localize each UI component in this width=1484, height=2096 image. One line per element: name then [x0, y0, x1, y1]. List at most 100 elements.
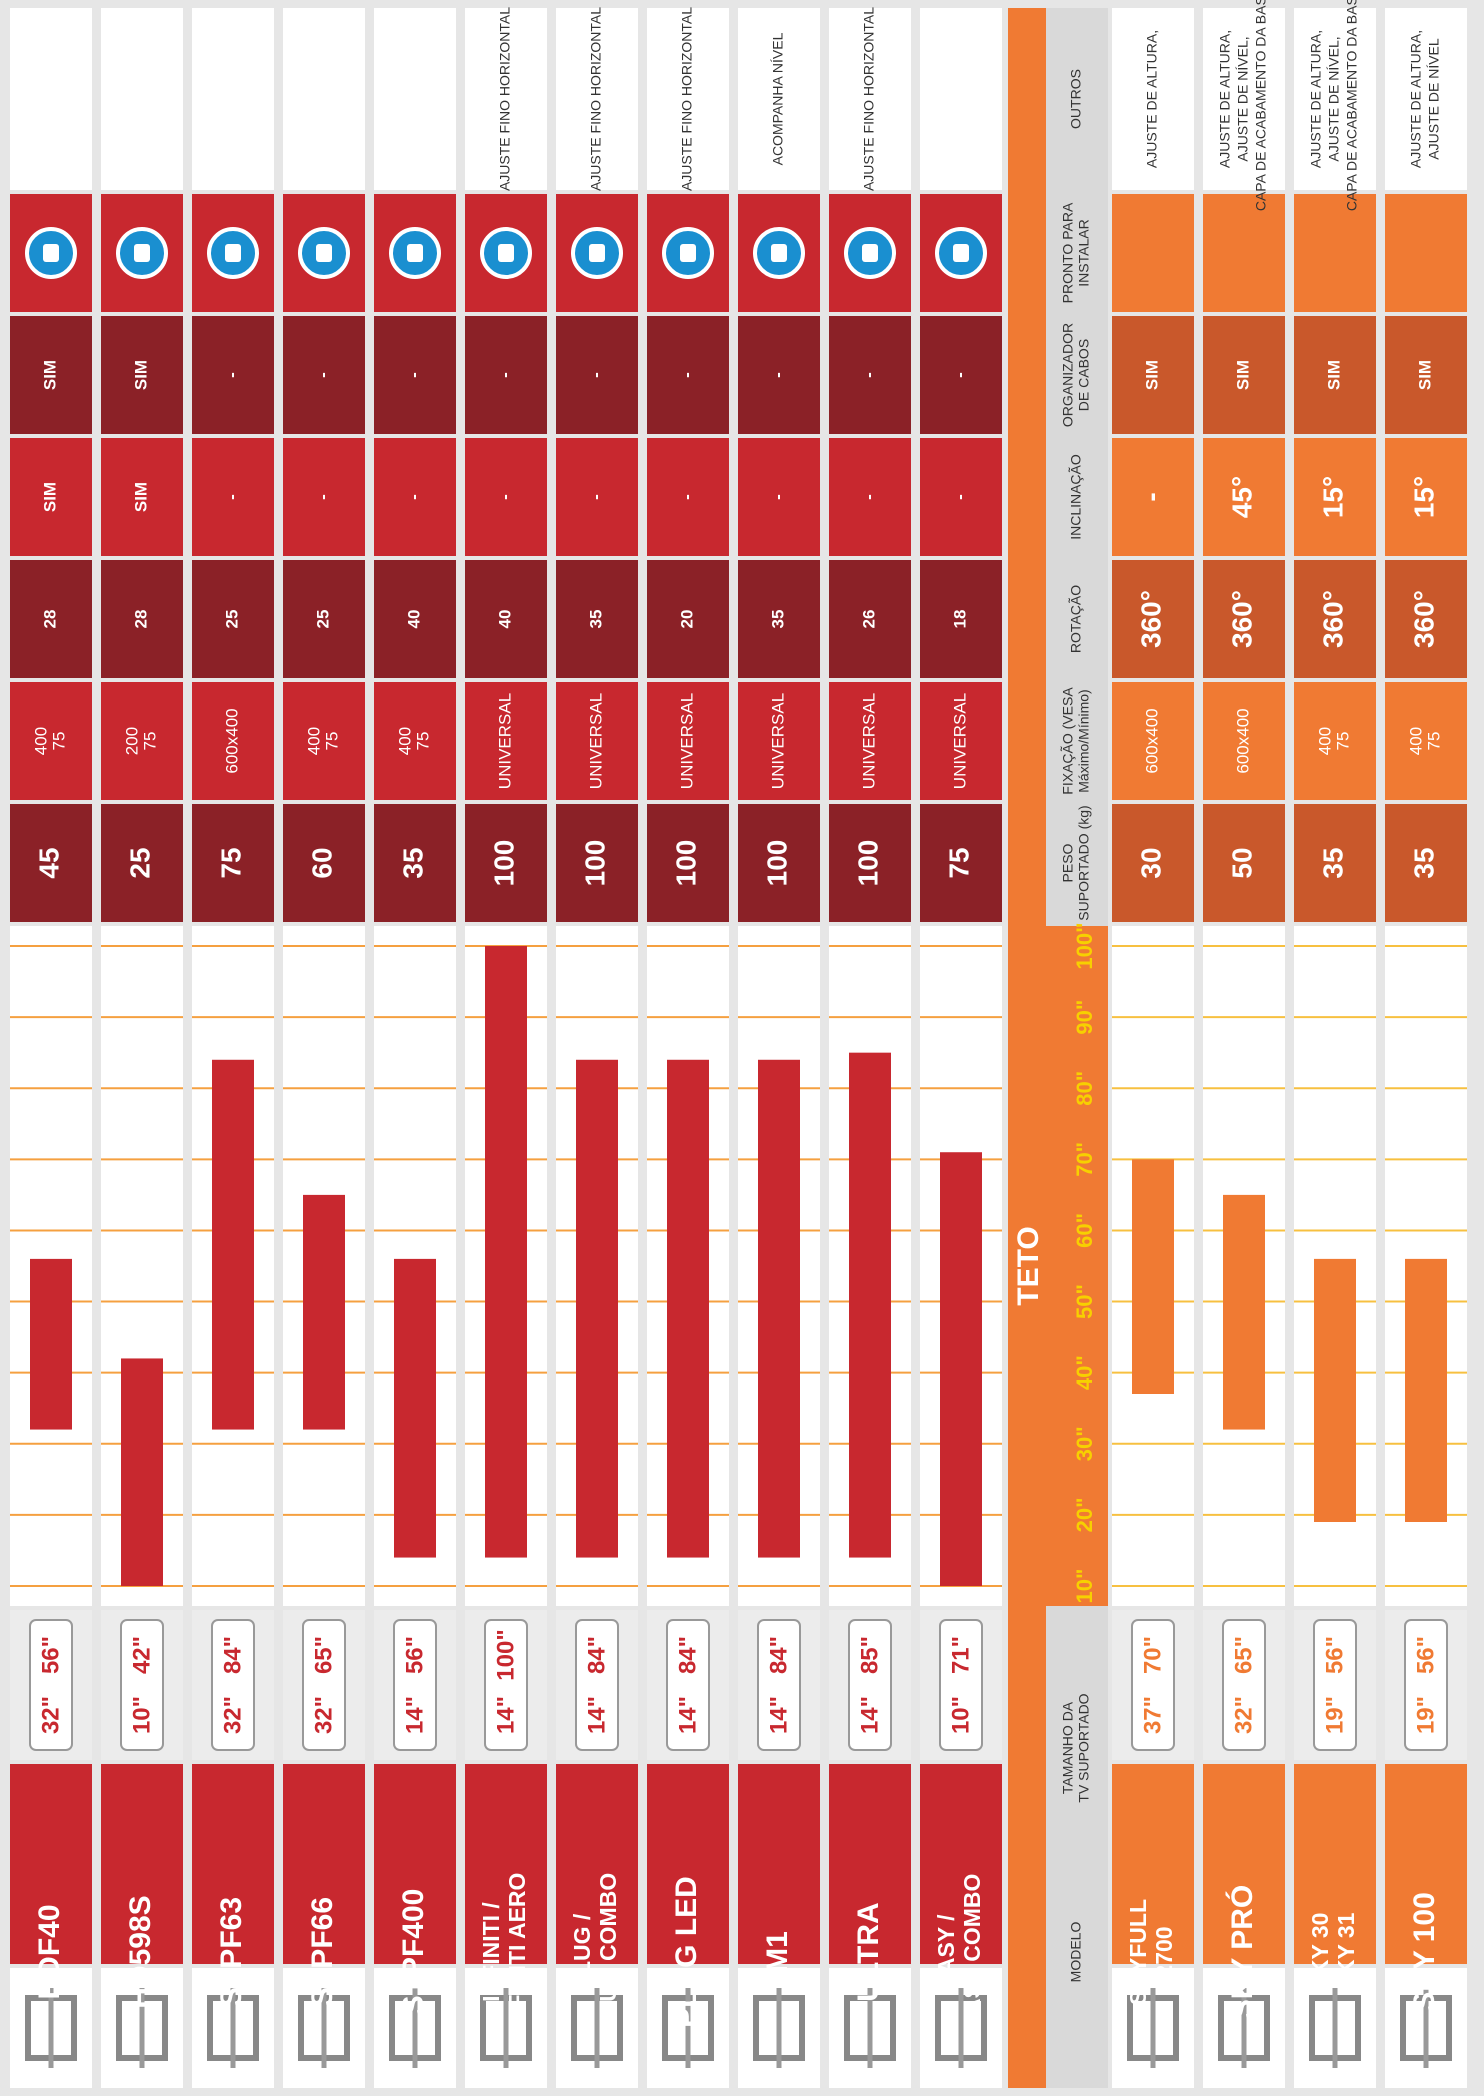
weight-value: 60 — [306, 847, 337, 878]
size-min: 14" — [583, 1696, 610, 1734]
column-header: SUPORTADO (kg) — [1076, 805, 1092, 920]
scale-tick-label: 50" — [1072, 1284, 1097, 1319]
column-header: PESO — [1060, 843, 1076, 882]
scale-tick-label: 20" — [1072, 1497, 1097, 1532]
size-max: 84" — [219, 1636, 246, 1674]
size-max: 42" — [128, 1636, 155, 1674]
model-name: SKYFULL — [1125, 1899, 1151, 2005]
rotated-table: HDF4032"56"454007528SIMSIMHD598S10"42"25… — [0, 0, 1484, 2096]
vesa-value: 400 — [395, 727, 414, 755]
ready-icon — [134, 244, 150, 262]
size-min: 19" — [1321, 1696, 1348, 1734]
model-name: SKY PRÓ — [1225, 1885, 1259, 2020]
pronto-cell — [1294, 194, 1376, 312]
size-max: 85" — [856, 1636, 883, 1674]
column-header: ORGANIZADOR — [1060, 323, 1076, 427]
other-cell — [101, 8, 183, 190]
column-header: FIXAÇÃO (VESA — [1060, 687, 1076, 795]
rotation-value: 28 — [40, 610, 59, 629]
pronto-cell — [1203, 194, 1285, 312]
scale-tick-label: 80" — [1072, 1071, 1097, 1106]
size-max: 100" — [492, 1629, 519, 1680]
cable-value: - — [859, 372, 878, 378]
rotation-value: 18 — [950, 610, 969, 629]
other-value: AJUSTE FINO HORIZONTAL — [679, 7, 695, 191]
cable-value: - — [404, 372, 423, 378]
size-max: 84" — [583, 1636, 610, 1674]
vesa-value: UNIVERSAL — [586, 693, 605, 789]
size-min: 37" — [1139, 1696, 1166, 1734]
model-name: INFINITI AERO — [504, 1873, 530, 2032]
rotation-value: 360° — [1408, 590, 1439, 648]
other-cell — [192, 8, 274, 190]
cable-value: - — [586, 372, 605, 378]
tilt-value: - — [586, 494, 605, 500]
model-name: EASY COMBO — [959, 1874, 985, 2031]
tilt-value: - — [495, 494, 514, 500]
tilt-value: - — [222, 494, 241, 500]
size-range-bar — [485, 946, 527, 1558]
cable-value: SIM — [1415, 360, 1434, 390]
ready-icon — [862, 244, 878, 262]
column-header: DE CABOS — [1076, 339, 1092, 411]
size-range-bar — [121, 1358, 163, 1586]
model-name: STPF63 — [215, 1897, 248, 2007]
other-value: AJUSTE FINO HORIZONTAL — [588, 7, 604, 191]
other-value: ACOMPANHA NÍVEL — [770, 32, 786, 165]
rotation-value: 20 — [677, 610, 696, 629]
scale-tick-label: 70" — [1072, 1142, 1097, 1177]
section-title: TETO — [1012, 1226, 1045, 1305]
weight-value: 100 — [761, 840, 792, 887]
size-max: 65" — [1230, 1636, 1257, 1674]
cable-value: - — [222, 372, 241, 378]
size-min: 32" — [37, 1696, 64, 1734]
other-value: AJUSTE DE NÍVEL, — [1326, 36, 1342, 161]
column-header: TV SUPORTADO — [1076, 1693, 1092, 1802]
weight-value: 35 — [1317, 847, 1348, 878]
ready-icon — [225, 244, 241, 262]
vesa-value: UNIVERSAL — [677, 693, 696, 789]
size-min: 32" — [219, 1696, 246, 1734]
size-max: 71" — [947, 1636, 974, 1674]
size-range-bar — [212, 1060, 254, 1430]
model-name: HD598S — [124, 1895, 157, 2008]
tilt-value: - — [677, 494, 696, 500]
size-max: 56" — [37, 1636, 64, 1674]
size-max: 56" — [401, 1636, 428, 1674]
vesa-value: UNIVERSAL — [495, 693, 514, 789]
size-max: 56" — [1412, 1636, 1439, 1674]
rotation-value: 35 — [586, 610, 605, 629]
vesa-value: 600x400 — [1142, 708, 1161, 773]
size-min: 10" — [947, 1696, 974, 1734]
other-value: CAPA DE ACABAMENTO DA BASE — [1253, 0, 1269, 211]
other-cell — [920, 8, 1002, 190]
model-name: EASY / — [933, 1914, 959, 1990]
tilt-value: SIM — [40, 482, 59, 512]
tilt-value: 15° — [1408, 476, 1439, 518]
vesa-value: 600x400 — [222, 708, 241, 773]
cable-value: - — [768, 372, 787, 378]
other-value: AJUSTE DE NÍVEL, — [1235, 36, 1251, 161]
cable-value: SIM — [1233, 360, 1252, 390]
scale-tick-label: 40" — [1072, 1355, 1097, 1390]
ready-icon — [316, 244, 332, 262]
column-header: INCLINAÇÃO — [1068, 454, 1084, 540]
other-value: AJUSTE DE ALTURA, — [1144, 30, 1160, 168]
other-cell — [283, 8, 365, 190]
model-name: 2700 — [1151, 1926, 1177, 1977]
cable-value: SIM — [40, 360, 59, 390]
weight-value: 30 — [1135, 847, 1166, 878]
vesa-value: 400 — [31, 727, 50, 755]
other-value: AJUSTE DE ALTURA, — [1308, 30, 1324, 168]
model-name: STPF66 — [306, 1897, 339, 2007]
comparison-table: HDF4032"56"454007528SIMSIMHD598S10"42"25… — [0, 0, 1484, 2096]
vesa-value: 75 — [413, 732, 432, 751]
tilt-value: - — [404, 494, 423, 500]
model-name: M1 — [761, 1931, 794, 1973]
cable-value: - — [313, 372, 332, 378]
cable-value: - — [677, 372, 696, 378]
vesa-value: 75 — [1424, 732, 1443, 751]
rotation-value: 25 — [313, 610, 332, 629]
weight-value: 75 — [215, 847, 246, 878]
weight-value: 100 — [488, 840, 519, 887]
